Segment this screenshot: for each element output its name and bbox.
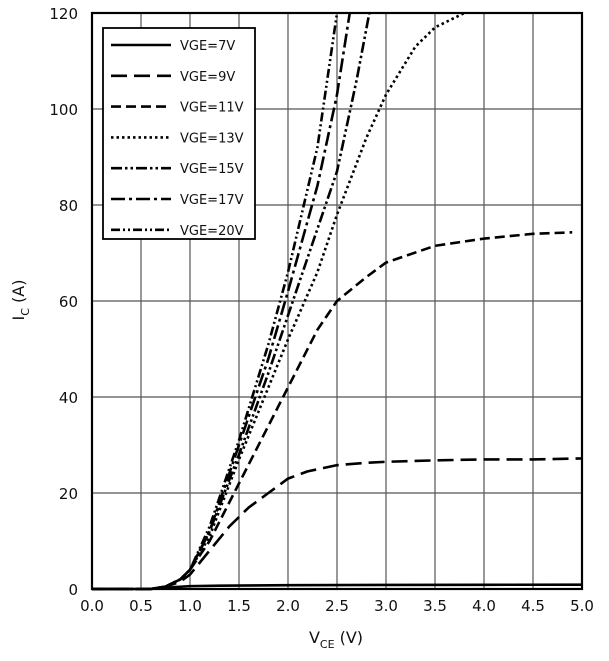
legend-entry-label: VGE=7V (180, 39, 235, 54)
x-tick-label: 2.0 (276, 597, 300, 615)
series-line-3 (92, 231, 573, 591)
x-tick-labels: 0.0 0.5 1.0 1.5 2.0 2.5 3.0 3.5 4.0 4.5 5.0 (80, 597, 594, 615)
x-tick-label: 3.0 (374, 597, 398, 615)
x-tick-label: 1.0 (178, 597, 202, 615)
x-tick-label: 4.0 (472, 597, 496, 615)
y-tick-label: 100 (49, 101, 78, 119)
y-tick-labels: 0 20 40 60 80 100 120 (49, 5, 78, 599)
series-line-5 (92, 12, 371, 591)
y-axis-label: IC (A) (9, 280, 32, 321)
x-tick-label: 3.5 (423, 597, 447, 615)
x-tick-label: 0.5 (129, 597, 153, 615)
legend: VGE=7V VGE=9V VGE=11V VGE=13V VGE=15V VGE=17V… (102, 27, 256, 240)
x-axis-label: VCE (V) (309, 628, 363, 651)
legend-entry-label: VGE=15V (180, 162, 244, 177)
legend-entry-label: VGE=13V (180, 131, 244, 146)
x-tick-label: 0.0 (80, 597, 104, 615)
x-tick-label: 4.5 (521, 597, 545, 615)
y-tick-label: 80 (59, 197, 78, 215)
y-tick-label: 60 (59, 293, 78, 311)
series-line-7 (92, 12, 339, 591)
y-tick-label: 20 (59, 485, 78, 503)
series-line-2 (92, 457, 583, 591)
x-tick-label: 5.0 (570, 597, 594, 615)
plot-frame (90, 11, 584, 591)
x-tick-label: 1.5 (227, 597, 251, 615)
legend-entry-label: VGE=9V (180, 70, 235, 85)
x-tick-label: 2.5 (325, 597, 349, 615)
legend-entry-label: VGE=20V (180, 224, 244, 239)
legend-entry-label: VGE=17V (180, 193, 244, 208)
legend-box (102, 27, 256, 240)
y-tick-label: 0 (68, 581, 78, 599)
legend-entry-label: VGE=11V (180, 101, 244, 116)
y-tick-label: 120 (49, 5, 78, 23)
y-tick-label: 40 (59, 389, 78, 407)
